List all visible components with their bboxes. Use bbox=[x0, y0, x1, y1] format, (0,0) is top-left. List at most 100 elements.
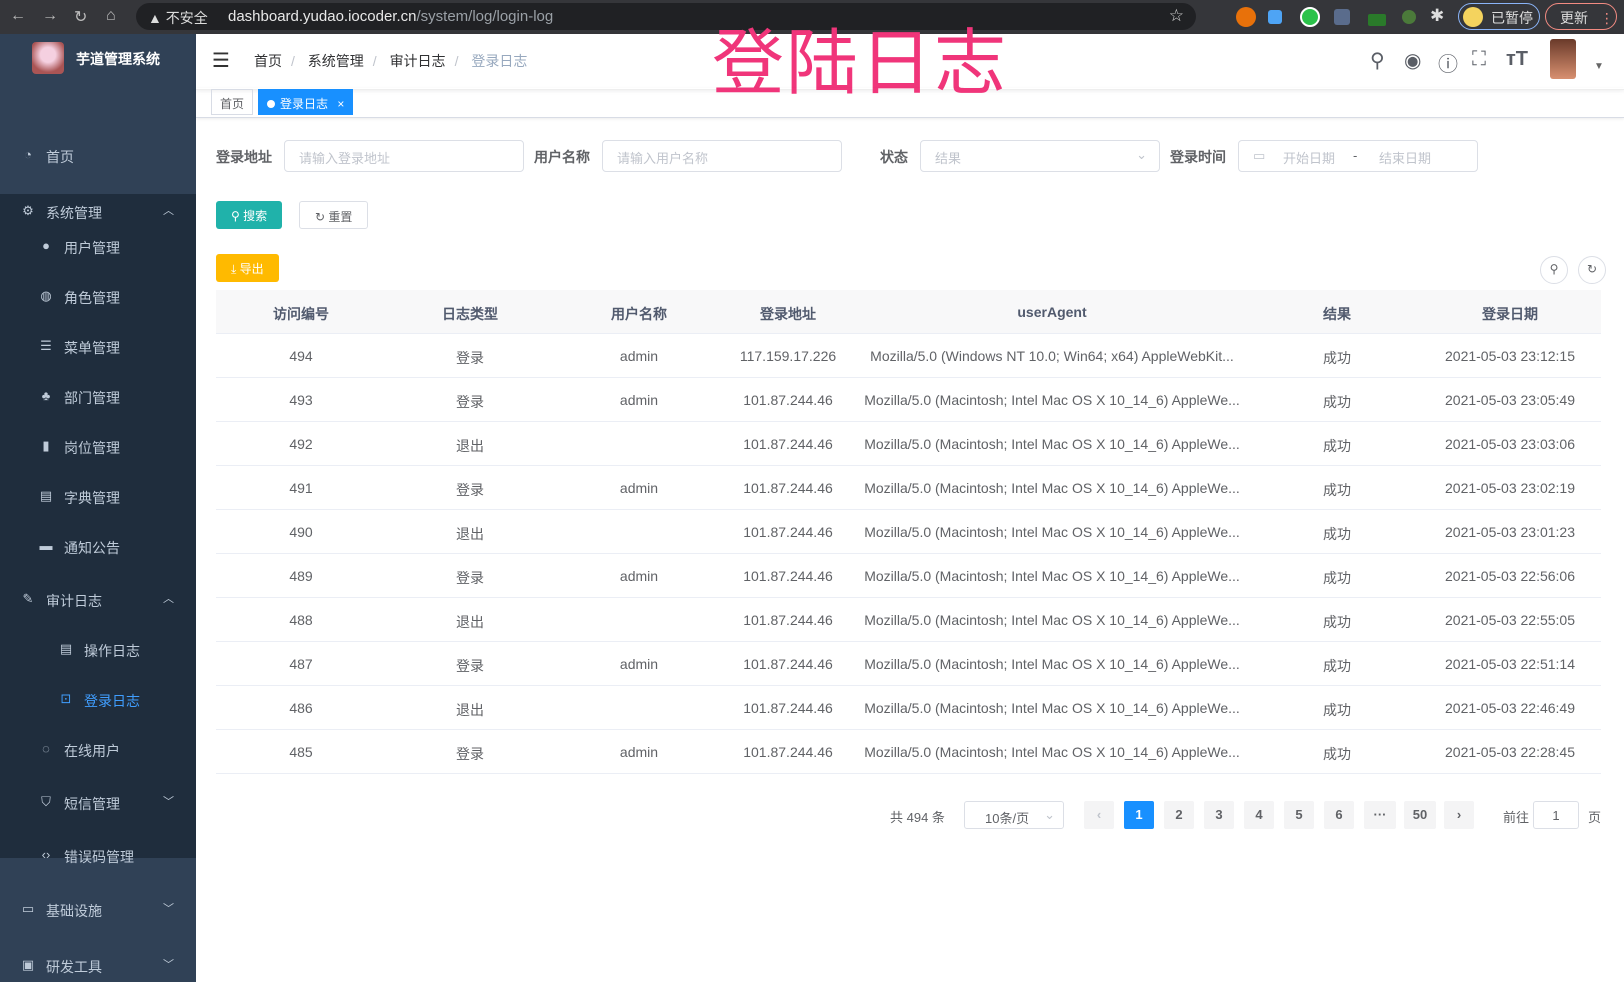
username-input[interactable]: 请输入用户名称 bbox=[602, 140, 842, 172]
breadcrumb-item[interactable]: 审计日志 bbox=[389, 53, 446, 69]
table-cell: 退出 bbox=[456, 526, 484, 542]
table-cell: 登录 bbox=[456, 482, 484, 498]
sidebar: 芋道管理系统 ◔ 首页 ⚙ 系统管理 ︿ ● 用户管理 ◍ 角色管理 ☰ 菜单管理 ♣ 部门管理 ▮ 岗位管… bbox=[0, 34, 196, 982]
date-range-picker[interactable]: ▭ 开始日期 - 结束日期 bbox=[1238, 140, 1478, 172]
table-row: 493 登录 admin 101.87.244.46 Mozilla/5.0 (Maci… bbox=[216, 378, 1601, 422]
extension-icon[interactable] bbox=[1334, 9, 1350, 25]
logininfor-icon: ⊡ bbox=[60, 691, 72, 706]
sidebar-item[interactable]: ▤ 操作日志 bbox=[0, 625, 196, 675]
table-cell: admin bbox=[619, 480, 659, 496]
extension-icon[interactable] bbox=[1268, 10, 1282, 24]
profile-button[interactable]: 已暂停 bbox=[1458, 3, 1540, 30]
prev-page-button[interactable]: ‹ bbox=[1084, 801, 1114, 829]
extension-icon[interactable] bbox=[1236, 7, 1256, 27]
address-input[interactable]: 请输入登录地址 bbox=[284, 140, 524, 172]
page-button[interactable]: ··· bbox=[1364, 801, 1396, 829]
breadcrumb-item[interactable]: 系统管理 bbox=[307, 53, 364, 69]
table-cell: 489 bbox=[289, 568, 313, 584]
export-button[interactable]: ⤓ 导出 bbox=[216, 254, 279, 282]
home-icon[interactable]: ⌂ bbox=[106, 7, 116, 24]
time-label: 登录时间 bbox=[1170, 149, 1226, 165]
sidebar-item[interactable]: ✎ 审计日志 ︿ bbox=[0, 575, 196, 625]
page-button[interactable]: 1 bbox=[1124, 801, 1154, 829]
goto-page-input[interactable]: 1 bbox=[1533, 801, 1579, 829]
reset-button[interactable]: ↻ 重置 bbox=[299, 201, 369, 229]
table-cell: 493 bbox=[289, 392, 313, 408]
sidebar-item[interactable]: ▮ 岗位管理 bbox=[0, 422, 196, 472]
puzzle-icon[interactable]: ✱ bbox=[1430, 6, 1445, 25]
username-label: 用户名称 bbox=[534, 149, 590, 165]
sidebar-item[interactable]: ▣ 研发工具 ﹀ bbox=[0, 941, 196, 991]
table-cell: 2021-05-03 22:56:06 bbox=[1445, 568, 1575, 584]
page-button[interactable]: 5 bbox=[1284, 801, 1314, 829]
search-icon[interactable]: ⚲ bbox=[1370, 50, 1385, 72]
sidebar-item[interactable]: ◌ 在线用户 bbox=[0, 725, 196, 775]
update-button[interactable]: 更新 ⋮ bbox=[1545, 3, 1617, 30]
fullscreen-icon[interactable]: ⛶ bbox=[1472, 48, 1486, 70]
column-header: userAgent bbox=[1017, 304, 1087, 320]
page-button[interactable]: 50 bbox=[1404, 801, 1436, 829]
table-cell: 2021-05-03 22:51:14 bbox=[1445, 656, 1575, 672]
forward-icon[interactable]: → bbox=[42, 7, 58, 24]
total-count: 共 494 条 bbox=[890, 810, 945, 825]
sidebar-item-label: 通知公告 bbox=[64, 540, 120, 556]
table-cell: 成功 bbox=[1323, 438, 1351, 454]
breadcrumb-item[interactable]: 首页 bbox=[254, 53, 282, 69]
bookmark-star-icon[interactable]: ☆ bbox=[1168, 6, 1184, 25]
column-header: 结果 bbox=[1323, 306, 1351, 322]
status-label: 状态 bbox=[880, 149, 908, 165]
sidebar-item[interactable]: ♣ 部门管理 bbox=[0, 372, 196, 422]
table-cell: 登录 bbox=[456, 570, 484, 586]
table-cell: Mozilla/5.0 (Macintosh; Intel Mac OS X 1… bbox=[864, 568, 1240, 584]
menu-icon: ☰ bbox=[40, 338, 52, 353]
close-icon[interactable]: × bbox=[337, 97, 345, 111]
table-cell: 101.87.244.46 bbox=[743, 392, 833, 408]
sidebar-item[interactable]: ▭ 基础设施 ﹀ bbox=[0, 885, 196, 935]
toggle-search-icon[interactable]: ⚲ bbox=[1540, 256, 1568, 284]
table-cell: 101.87.244.46 bbox=[743, 568, 833, 584]
sidebar-item[interactable]: ▬ 通知公告 bbox=[0, 522, 196, 572]
hamburger-icon[interactable]: ☰ bbox=[212, 50, 230, 72]
extension-icon[interactable] bbox=[1368, 14, 1386, 26]
status-select[interactable]: 结果 ⌄ bbox=[920, 140, 1160, 172]
address-label: 登录地址 bbox=[216, 149, 272, 165]
table-cell: 2021-05-03 22:55:05 bbox=[1445, 612, 1575, 628]
sidebar-item[interactable]: ‹› 错误码管理 bbox=[0, 831, 196, 881]
form-icon: ▤ bbox=[59, 641, 73, 656]
role-icon: ◍ bbox=[40, 288, 52, 303]
address-bar[interactable]: ▲ 不安全 dashboard.yudao.iocoder.cn/system/… bbox=[136, 3, 1196, 30]
column-header: 用户名称 bbox=[611, 306, 667, 322]
sidebar-item[interactable]: ⛉ 短信管理 ﹀ bbox=[0, 778, 196, 828]
sidebar-item[interactable]: ▤ 字典管理 bbox=[0, 472, 196, 522]
page-size-select[interactable]: 10条/页 ⌄ bbox=[964, 801, 1064, 829]
page-button[interactable]: 2 bbox=[1164, 801, 1194, 829]
tag-login-log[interactable]: 登录日志 × bbox=[258, 89, 354, 115]
page-button[interactable]: 3 bbox=[1204, 801, 1234, 829]
refresh-icon[interactable]: ↻ bbox=[1578, 256, 1606, 284]
reload-icon[interactable]: ↻ bbox=[74, 9, 88, 26]
sidebar-item[interactable]: ⊡ 登录日志 bbox=[0, 675, 196, 725]
caret-down-icon[interactable]: ▼ bbox=[1594, 61, 1604, 72]
shield-icon: ⛉ bbox=[41, 794, 51, 809]
search-button[interactable]: ⚲ 搜索 bbox=[216, 201, 283, 229]
sidebar-item[interactable]: ◍ 角色管理 bbox=[0, 272, 196, 322]
sidebar-item[interactable]: ☰ 菜单管理 bbox=[0, 322, 196, 372]
font-size-icon[interactable]: тT bbox=[1506, 48, 1529, 70]
back-icon[interactable]: ← bbox=[10, 7, 26, 24]
sidebar-item[interactable]: ● 用户管理 bbox=[0, 222, 196, 272]
sidebar-item[interactable]: ⚙ 系统管理 ︿ bbox=[0, 187, 196, 237]
next-page-button[interactable]: › bbox=[1444, 801, 1474, 829]
page-button[interactable]: 6 bbox=[1324, 801, 1354, 829]
page-button[interactable]: 4 bbox=[1244, 801, 1274, 829]
tag-home[interactable]: 首页 bbox=[211, 89, 254, 115]
table-cell: 101.87.244.46 bbox=[743, 744, 833, 760]
extension-icon[interactable] bbox=[1300, 7, 1320, 27]
table-cell: 成功 bbox=[1323, 658, 1351, 674]
dict-icon: ▤ bbox=[39, 488, 53, 503]
help-icon[interactable]: ⓘ bbox=[1438, 54, 1458, 76]
table-cell: 成功 bbox=[1323, 350, 1351, 366]
avatar[interactable] bbox=[1550, 39, 1576, 79]
sidebar-item[interactable]: ◔ 首页 bbox=[0, 131, 196, 181]
github-icon[interactable]: ◉ bbox=[1404, 50, 1422, 72]
extension-icon[interactable] bbox=[1402, 10, 1416, 24]
